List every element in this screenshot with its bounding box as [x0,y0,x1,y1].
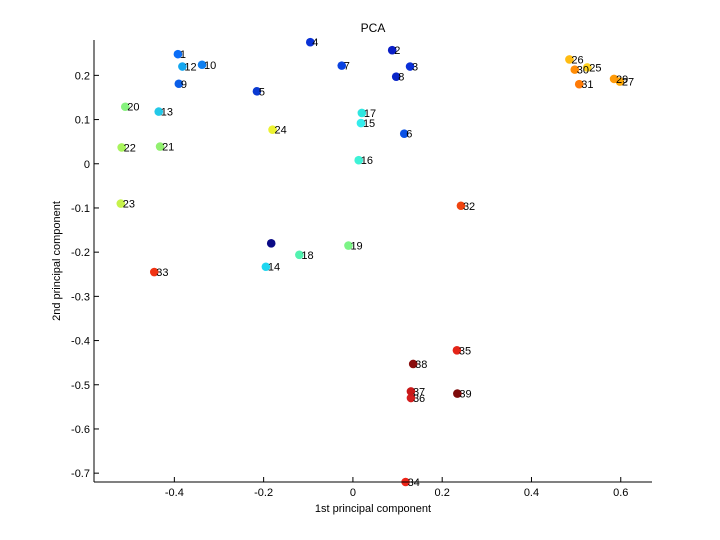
data-point [117,143,126,152]
data-point [252,86,262,96]
data-point-label: 19 [350,241,362,253]
data-point-label: 18 [301,250,313,262]
data-point-label: 2 [394,45,400,57]
x-tick-label: -0.4 [165,487,184,499]
data-point-label: 34 [408,477,420,489]
data-point [120,102,130,112]
data-point-label: 36 [413,393,425,405]
x-tick-label: 0.2 [435,487,450,499]
data-point-label: 32 [463,201,475,213]
data-point-label: 14 [268,262,280,274]
data-point-label: 1 [180,49,186,61]
data-point-label: 37 [413,386,425,398]
y-tick-label: -0.4 [71,336,90,348]
data-point [178,62,187,71]
data-point-label: 39 [459,389,471,401]
data-point [305,37,315,47]
data-point-label: 24 [275,125,287,137]
data-point [391,72,401,81]
data-point-label: 38 [415,359,427,371]
data-point [337,61,347,70]
data-point [453,389,462,398]
x-axis-label: 1st principal component [315,503,431,515]
axes-layer [93,40,652,483]
data-point-label: 4 [312,37,318,49]
data-point [408,359,418,369]
data-point-label: 3 [412,62,418,74]
data-point [295,250,304,260]
y-tick-label: -0.6 [71,424,90,436]
y-tick-label: 0.1 [75,115,90,127]
ticks-layer: -0.4 -0.2 0 0.2 0.4 0.6 -0.7 -0.6 -0.5 -0.4 -0.3 -0… [71,70,628,499]
plot-background [94,40,652,482]
chart-title: PCA [361,21,386,35]
data-point-label: 29 [616,74,628,86]
data-point-label: 10 [204,60,216,72]
y-tick-label: -0.7 [71,468,90,480]
y-tick-label: -0.5 [71,380,90,392]
data-point-label: 15 [363,118,375,130]
y-tick-label: 0.2 [75,70,90,82]
data-point-label: 7 [344,61,350,73]
data-point-label: 9 [181,79,187,91]
data-point [357,108,367,118]
data-point [354,155,364,165]
data-point [406,387,416,396]
data-point [173,49,183,59]
data-point [174,79,184,89]
data-point [574,79,584,89]
data-point [266,239,276,248]
data-point [261,262,271,272]
data-point-label: 5 [259,86,265,98]
data-point [609,74,619,84]
points-layer: 1 234567891012131415161718192021222324252… [116,37,634,489]
x-tick-label: 0.4 [524,487,539,499]
y-tick-label: -0.2 [71,247,90,259]
x-tick-label: 0 [350,487,356,499]
data-point [405,62,415,71]
y-axis-label: 2nd principal component [51,201,63,321]
data-point-label: 26 [571,54,583,66]
data-point [149,267,159,277]
data-point-label: 27 [622,77,634,89]
x-tick-label: -0.2 [254,487,273,499]
data-point [197,60,207,70]
y-tick-label: -0.3 [71,291,90,303]
data-point [570,65,580,74]
data-point [155,142,165,151]
data-point [344,241,353,250]
data-point [387,45,397,55]
y-tick-label: 0 [84,159,90,171]
data-point-label: 17 [364,108,376,120]
data-point-label: 30 [577,65,589,77]
data-point-label: 6 [406,129,412,141]
data-point-label: 13 [161,107,173,119]
data-point [582,63,592,72]
data-point-label: 23 [123,199,135,211]
data-point-label: 33 [156,267,168,279]
data-point [406,393,416,403]
data-point-label: 31 [581,79,593,91]
data-point [456,201,466,211]
data-point-label: 20 [127,102,139,114]
data-point [116,199,126,208]
data-point-label: 12 [184,62,196,74]
data-point-label: 35 [459,345,471,357]
data-point [268,125,277,135]
data-point-label: 21 [162,142,174,154]
data-point [565,55,574,64]
data-point [399,129,409,139]
data-point [356,118,366,128]
data-point [154,107,164,116]
data-point-label: 8 [398,72,404,84]
data-point-label: 16 [361,155,373,167]
data-point-label: 22 [124,142,136,154]
data-point-label: 25 [589,62,601,74]
y-tick-label: -0.1 [71,203,90,215]
data-point [452,345,462,355]
x-tick-label: 0.6 [613,487,628,499]
